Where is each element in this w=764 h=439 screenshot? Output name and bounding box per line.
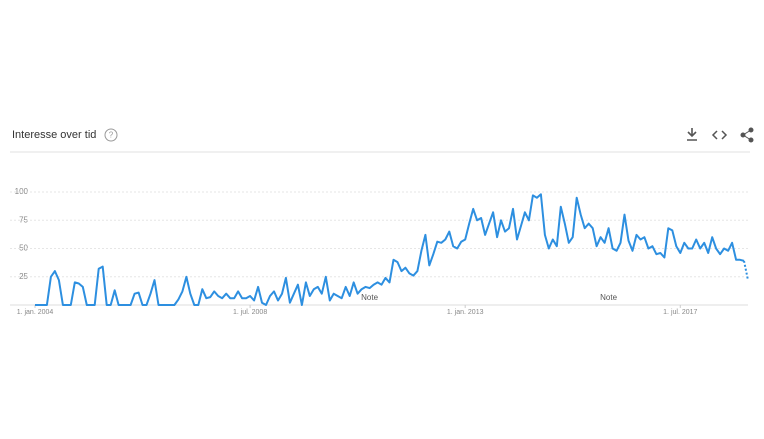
share-icon[interactable]: [740, 127, 754, 143]
trend-line: [743, 260, 749, 281]
annotation: Note: [361, 293, 378, 302]
annotation: Note: [600, 293, 617, 302]
x-tick-label: 1. jan. 2013: [447, 309, 484, 316]
help-icon[interactable]: ?: [104, 128, 118, 142]
card-title: Interesse over tid: [12, 129, 96, 141]
embed-icon[interactable]: [711, 130, 728, 140]
x-tick-label: 1. jul. 2017: [663, 309, 697, 316]
trend-line: [35, 193, 745, 306]
y-tick-label: 100: [15, 187, 29, 196]
svg-text:?: ?: [109, 131, 114, 140]
x-tick-label: 1. jul. 2008: [233, 309, 267, 316]
download-icon[interactable]: [687, 128, 697, 141]
x-tick-label: 1. jan. 2004: [17, 309, 54, 316]
